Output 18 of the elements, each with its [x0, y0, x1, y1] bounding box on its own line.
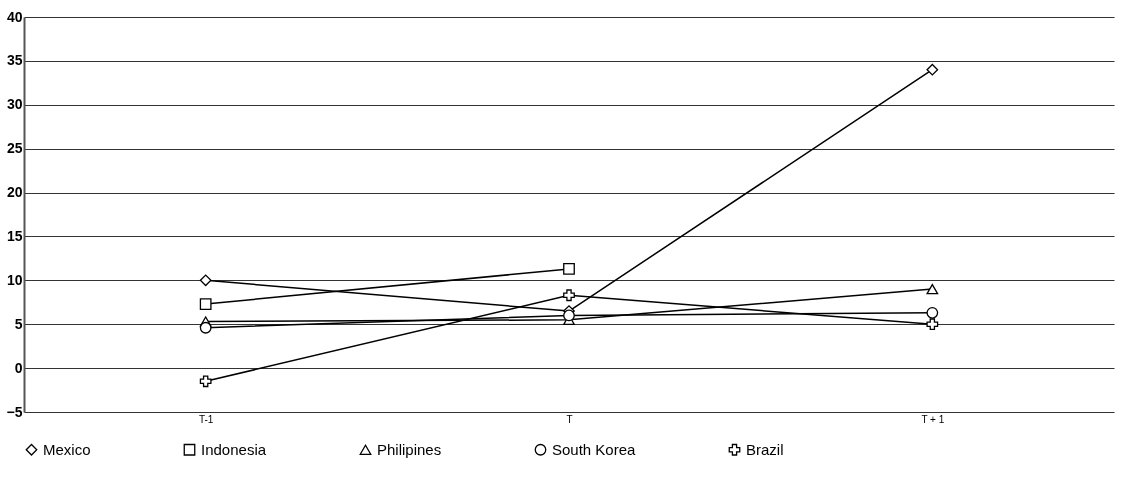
y-tick-label: 10 [6, 271, 23, 288]
y-tick-label: 20 [6, 184, 23, 201]
y-tick-label: −5 [6, 403, 23, 420]
y-tick-label: 5 [14, 315, 23, 332]
y-tick-label: 0 [14, 359, 23, 376]
legend-label: Indonesia [201, 440, 267, 458]
legend-label: South Korea [552, 440, 637, 458]
legend-label: Brazil [746, 440, 784, 458]
y-tick-label: 40 [6, 8, 23, 25]
y-tick-label: 35 [6, 52, 23, 69]
x-tick-label: T-1 [198, 413, 214, 425]
x-tick-label: T + 1 [921, 413, 945, 425]
y-tick-label: 30 [6, 96, 23, 113]
y-tick-label: 25 [6, 140, 23, 157]
x-tick-label: T [566, 413, 573, 425]
legend-label: Mexico [43, 440, 91, 458]
y-tick-label: 15 [6, 227, 23, 244]
legend-label: Philipines [377, 440, 442, 458]
